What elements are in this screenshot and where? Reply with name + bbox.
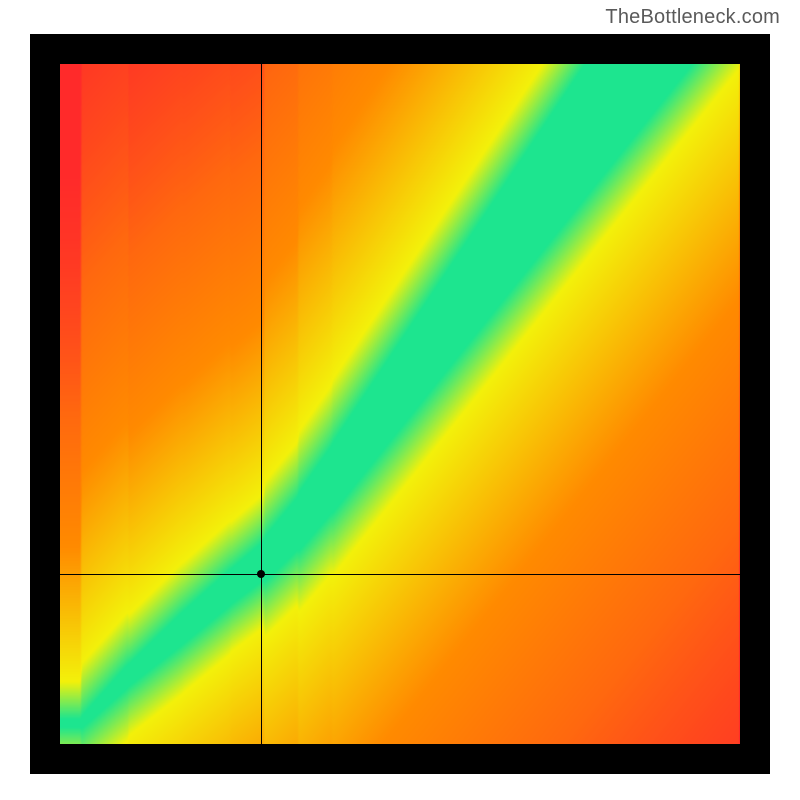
- plot-area: [60, 64, 740, 744]
- root: TheBottleneck.com: [0, 0, 800, 800]
- crosshair-horizontal: [60, 574, 740, 575]
- crosshair-vertical: [261, 64, 262, 744]
- chart-frame: [30, 34, 770, 774]
- marker-dot: [257, 570, 265, 578]
- heatmap-canvas: [60, 64, 740, 744]
- watermark-text: TheBottleneck.com: [605, 6, 780, 29]
